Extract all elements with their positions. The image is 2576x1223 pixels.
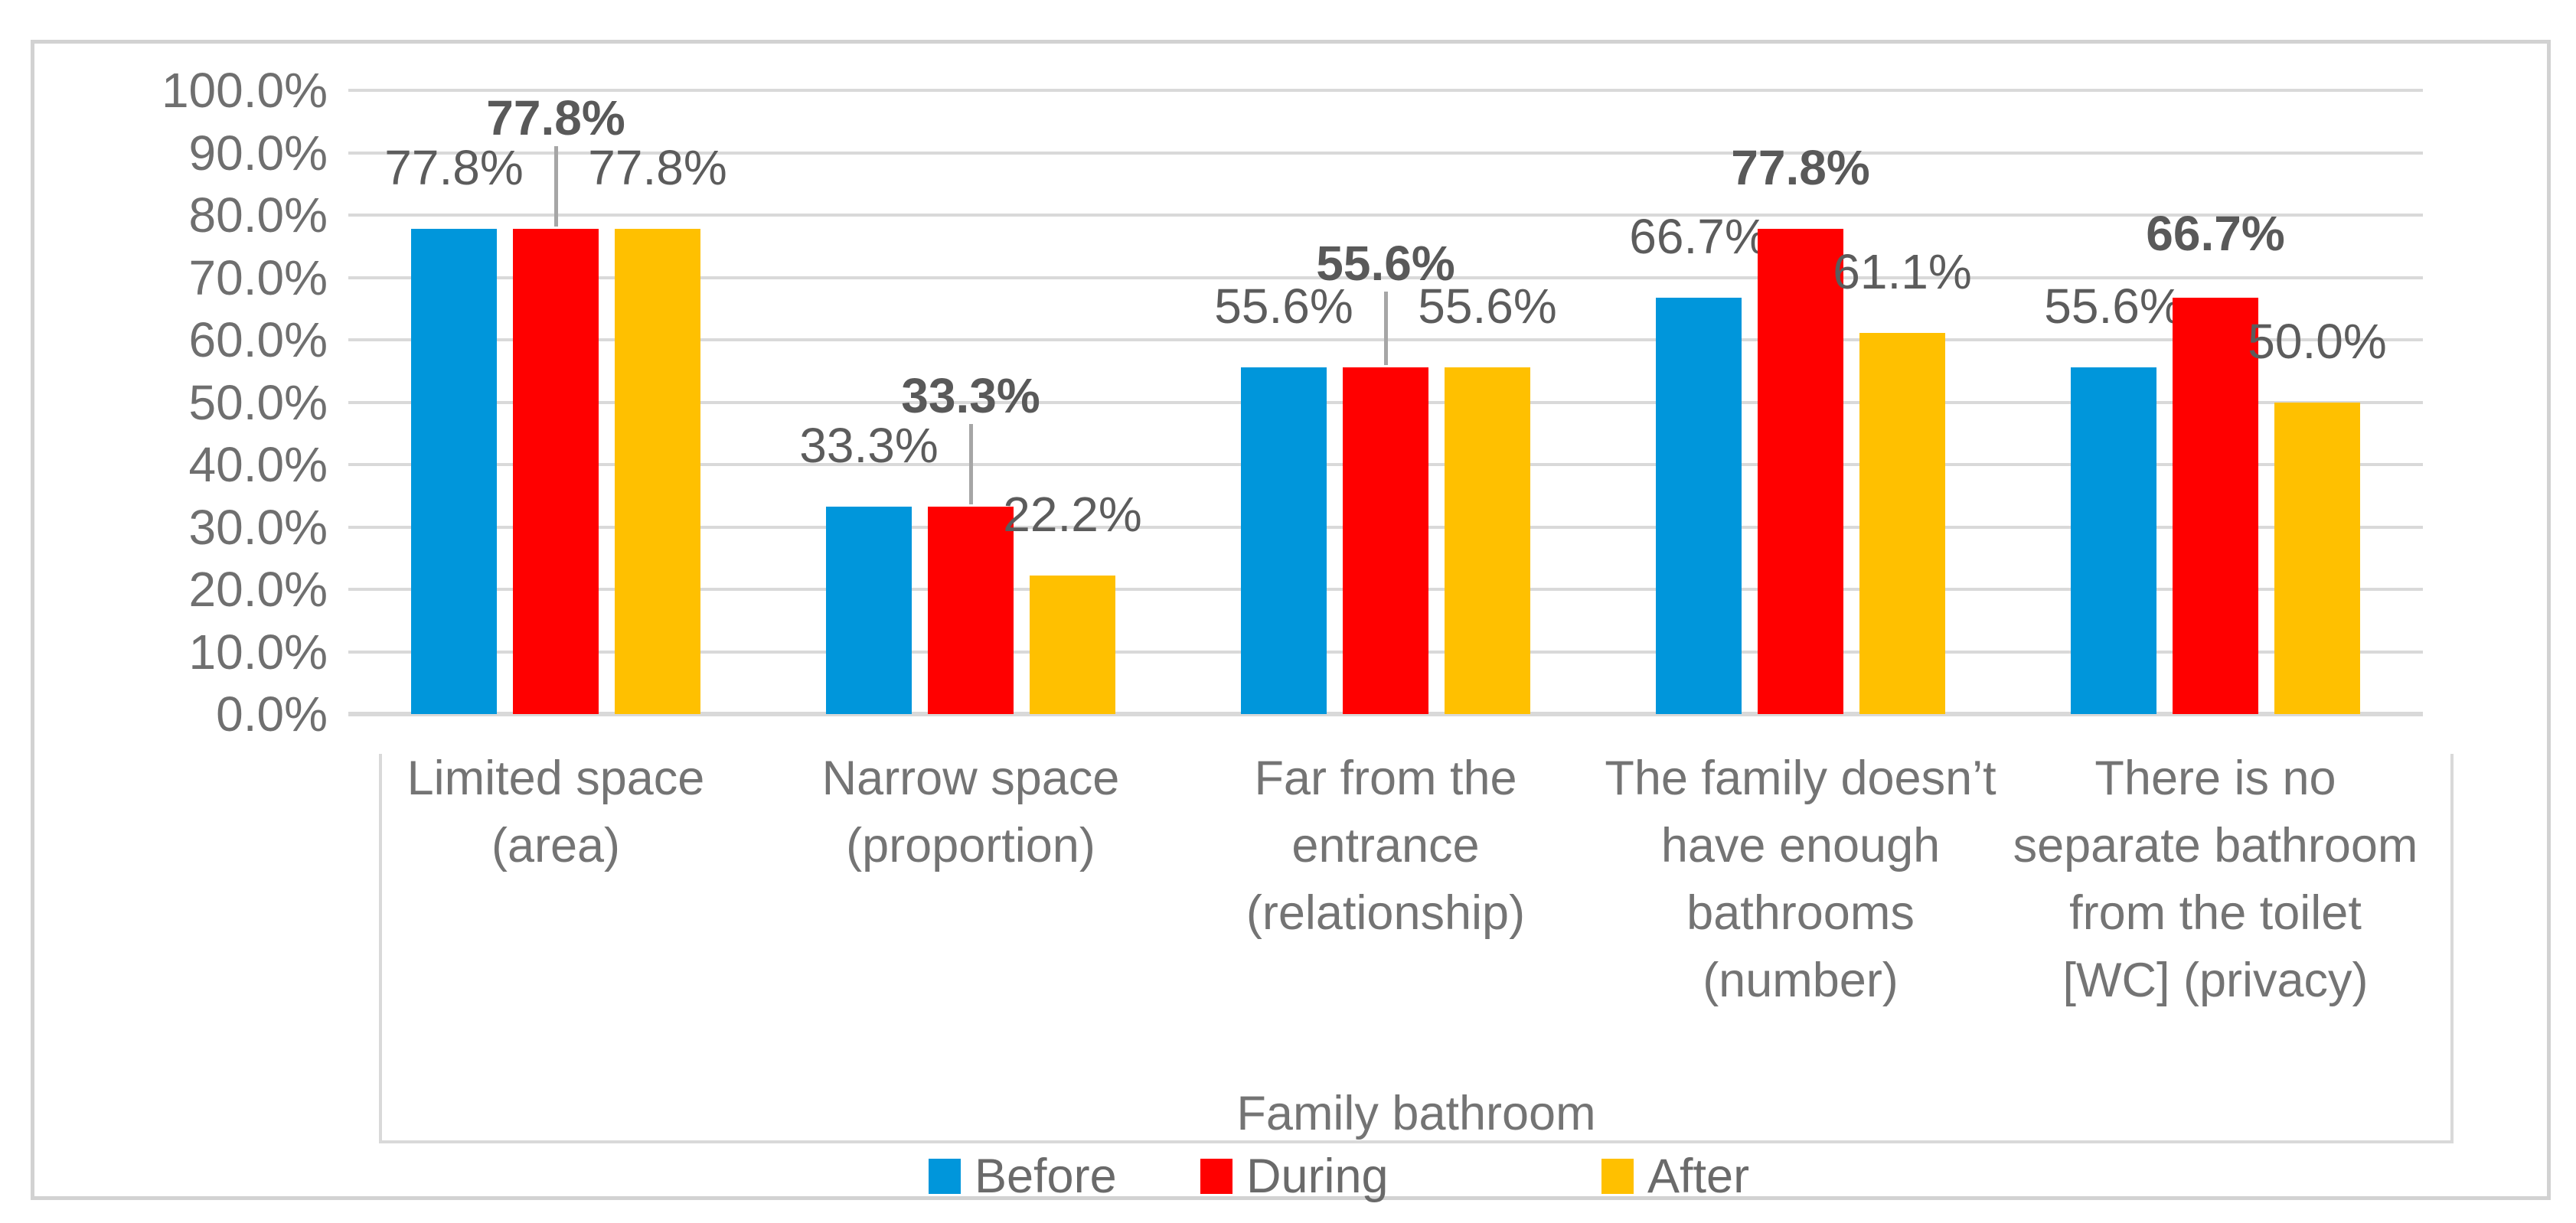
gridline xyxy=(348,151,2423,155)
category-label-line: entrance xyxy=(1291,819,1480,872)
data-label-during-group4: 77.8% xyxy=(1731,139,1870,195)
bar-before-group3[interactable] xyxy=(1241,367,1327,714)
data-label-before-group1: 77.8% xyxy=(384,139,524,195)
legend-label-before: Before xyxy=(975,1150,1117,1203)
bar-during-group4[interactable] xyxy=(1758,228,1843,714)
x-axis-category-box xyxy=(379,754,2454,1143)
category-label-line: (number) xyxy=(1703,954,1899,1007)
category-label-line: bathrooms xyxy=(1686,886,1915,940)
gridline xyxy=(348,89,2423,92)
category-label-line: separate bathroom xyxy=(2013,819,2418,872)
bar-after-group3[interactable] xyxy=(1445,367,1530,714)
bar-after-group4[interactable] xyxy=(1859,333,1945,714)
data-label-after-group4: 61.1% xyxy=(1833,244,1972,300)
bar-during-group5[interactable] xyxy=(2173,298,2258,714)
category-label-group2: Narrow space (proportion) xyxy=(764,745,1177,879)
gridline xyxy=(348,276,2423,279)
category-label-group4: The family doesn’t have enough bathrooms (n… xyxy=(1594,745,2007,1014)
category-label-line: Limited space xyxy=(406,752,705,805)
bar-before-group1[interactable] xyxy=(411,228,497,714)
data-label-leader-line-group1 xyxy=(554,145,558,227)
bar-during-group1[interactable] xyxy=(513,228,599,714)
legend-label-during: During xyxy=(1246,1150,1389,1203)
y-tick-label: 60.0% xyxy=(188,312,328,367)
bar-before-group2[interactable] xyxy=(826,506,912,714)
data-label-before-group5: 55.6% xyxy=(2044,278,2183,334)
data-label-after-group3: 55.6% xyxy=(1418,278,1557,334)
category-label-line: (relationship) xyxy=(1246,886,1526,940)
y-tick-label: 30.0% xyxy=(188,499,328,555)
bar-before-group5[interactable] xyxy=(2071,367,2156,714)
data-label-after-group1: 77.8% xyxy=(588,139,727,195)
category-label-line: There is no xyxy=(2094,752,2336,805)
legend-label-after: After xyxy=(1647,1150,1750,1203)
category-label-group5: There is no separate bathroom from the toi… xyxy=(2009,745,2422,1014)
data-label-during-group3: 55.6% xyxy=(1316,235,1455,291)
bar-during-group2[interactable] xyxy=(928,506,1014,714)
bar-after-group1[interactable] xyxy=(615,228,700,714)
legend-item-before[interactable]: Before xyxy=(929,1150,1117,1203)
category-label-line: (area) xyxy=(491,819,621,872)
category-label-group1: Limited space (area) xyxy=(349,745,762,879)
data-label-before-group2: 33.3% xyxy=(799,417,939,473)
data-label-during-group2: 33.3% xyxy=(901,367,1040,423)
y-tick-label: 10.0% xyxy=(188,624,328,680)
category-label-line: [WC] (privacy) xyxy=(2062,954,2369,1007)
data-label-during-group1: 77.8% xyxy=(486,90,625,145)
y-tick-label: 80.0% xyxy=(188,188,328,243)
y-tick-label: 20.0% xyxy=(188,562,328,617)
y-tick-label: 70.0% xyxy=(188,249,328,305)
data-label-before-group4: 66.7% xyxy=(1629,209,1768,265)
bar-before-group4[interactable] xyxy=(1656,298,1742,714)
category-label-line: The family doesn’t xyxy=(1605,752,1996,805)
category-label-line: have enough xyxy=(1660,819,1941,872)
x-axis-title: Family bathroom xyxy=(1236,1087,1596,1140)
data-label-leader-line-group2 xyxy=(969,423,973,504)
chart-frame: 100.0% 90.0% 80.0% 70.0% 60.0% 50.0% 40.0% 30.0… xyxy=(31,40,2551,1203)
gridline xyxy=(348,712,2423,716)
category-label-line: Far from the xyxy=(1254,752,1517,805)
data-label-leader-line-group3 xyxy=(1384,291,1388,365)
data-label-after-group5: 50.0% xyxy=(2248,313,2387,369)
legend-item-after[interactable]: After xyxy=(1601,1150,1750,1203)
y-tick-label: 40.0% xyxy=(188,437,328,492)
data-label-after-group2: 22.2% xyxy=(1003,487,1142,543)
data-label-during-group5: 66.7% xyxy=(2146,206,2285,262)
y-tick-label: 0.0% xyxy=(216,687,328,742)
bar-during-group3[interactable] xyxy=(1343,367,1428,714)
category-label-group3: Far from the entrance (relationship) xyxy=(1179,745,1592,947)
bar-after-group2[interactable] xyxy=(1030,576,1115,714)
y-tick-label: 90.0% xyxy=(188,125,328,181)
category-label-line: Narrow space xyxy=(821,752,1120,805)
y-tick-label: 50.0% xyxy=(188,374,328,430)
category-label-line: from the toilet xyxy=(2069,886,2362,940)
bar-after-group5[interactable] xyxy=(2274,402,2360,714)
legend-swatch-before xyxy=(929,1159,961,1194)
y-tick-label: 100.0% xyxy=(161,63,328,118)
data-label-before-group3: 55.6% xyxy=(1214,278,1353,334)
category-label-line: (proportion) xyxy=(846,819,1095,872)
gridline xyxy=(348,214,2423,217)
legend-swatch-during xyxy=(1200,1159,1232,1194)
legend-item-during[interactable]: During xyxy=(1200,1150,1389,1203)
legend-swatch-after xyxy=(1601,1159,1634,1194)
